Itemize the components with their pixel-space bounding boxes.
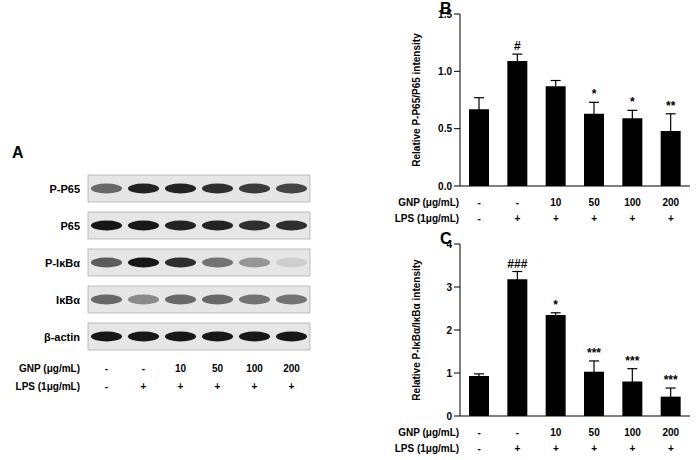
svg-text:*: * xyxy=(553,298,558,312)
svg-text:β-actin: β-actin xyxy=(44,331,80,343)
svg-text:+: + xyxy=(591,213,597,224)
svg-text:***: *** xyxy=(664,373,678,387)
svg-text:-: - xyxy=(516,197,519,208)
svg-text:100: 100 xyxy=(624,427,641,438)
svg-text:GNP (μg/mL): GNP (μg/mL) xyxy=(398,427,459,438)
svg-text:100: 100 xyxy=(246,363,263,374)
svg-text:0.0: 0.0 xyxy=(438,181,452,192)
svg-text:+: + xyxy=(289,381,295,392)
svg-text:50: 50 xyxy=(212,363,224,374)
svg-text:-: - xyxy=(105,363,108,374)
svg-text:10: 10 xyxy=(550,197,562,208)
svg-text:Relative P-IκBα/IκBα intensity: Relative P-IκBα/IκBα intensity xyxy=(411,259,422,401)
svg-text:LPS (1μg/mL): LPS (1μg/mL) xyxy=(395,443,459,454)
svg-text:10: 10 xyxy=(550,427,562,438)
svg-text:***: *** xyxy=(587,346,601,360)
svg-text:***: *** xyxy=(625,354,639,368)
svg-text:+: + xyxy=(630,443,636,454)
svg-text:+: + xyxy=(668,213,674,224)
svg-text:*: * xyxy=(630,95,635,109)
svg-text:+: + xyxy=(515,443,521,454)
svg-text:+: + xyxy=(178,381,184,392)
svg-text:-: - xyxy=(105,381,108,392)
svg-text:+: + xyxy=(630,213,636,224)
svg-text:#: # xyxy=(514,39,521,53)
svg-text:P65: P65 xyxy=(60,220,80,232)
svg-text:-: - xyxy=(477,213,480,224)
svg-text:50: 50 xyxy=(589,197,601,208)
svg-text:**: ** xyxy=(666,99,676,113)
svg-text:10: 10 xyxy=(175,363,187,374)
svg-text:+: + xyxy=(141,381,147,392)
svg-text:GNP (μg/mL): GNP (μg/mL) xyxy=(19,363,80,374)
svg-text:*: * xyxy=(592,87,597,101)
svg-text:IκBα: IκBα xyxy=(56,294,80,306)
svg-text:GNP (μg/mL): GNP (μg/mL) xyxy=(398,197,459,208)
svg-text:0.5: 0.5 xyxy=(438,123,452,134)
svg-text:+: + xyxy=(553,443,559,454)
svg-text:4: 4 xyxy=(446,239,452,250)
svg-text:+: + xyxy=(215,381,221,392)
svg-text:-: - xyxy=(477,443,480,454)
svg-text:200: 200 xyxy=(662,427,679,438)
svg-text:+: + xyxy=(515,213,521,224)
svg-text:1.0: 1.0 xyxy=(438,66,452,77)
svg-text:0: 0 xyxy=(446,411,452,422)
svg-text:1.5: 1.5 xyxy=(438,9,452,20)
svg-text:LPS (1μg/mL): LPS (1μg/mL) xyxy=(395,213,459,224)
svg-text:+: + xyxy=(668,443,674,454)
svg-text:LPS (1μg/mL): LPS (1μg/mL) xyxy=(16,381,80,392)
svg-text:+: + xyxy=(591,443,597,454)
svg-text:+: + xyxy=(252,381,258,392)
svg-text:2: 2 xyxy=(446,325,452,336)
svg-text:-: - xyxy=(477,197,480,208)
svg-text:-: - xyxy=(142,363,145,374)
svg-text:50: 50 xyxy=(589,427,601,438)
svg-text:P-P65: P-P65 xyxy=(49,183,80,195)
svg-text:100: 100 xyxy=(624,197,641,208)
svg-text:200: 200 xyxy=(283,363,300,374)
svg-text:3: 3 xyxy=(446,282,452,293)
svg-text:-: - xyxy=(516,427,519,438)
svg-text:-: - xyxy=(477,427,480,438)
svg-text:1: 1 xyxy=(446,368,452,379)
svg-text:Relative P-P65/P65 intensity: Relative P-P65/P65 intensity xyxy=(411,33,422,167)
svg-text:200: 200 xyxy=(662,197,679,208)
svg-text:###: ### xyxy=(507,257,527,271)
svg-text:A: A xyxy=(12,144,24,161)
svg-text:+: + xyxy=(553,213,559,224)
svg-text:P-IκBα: P-IκBα xyxy=(45,257,80,269)
